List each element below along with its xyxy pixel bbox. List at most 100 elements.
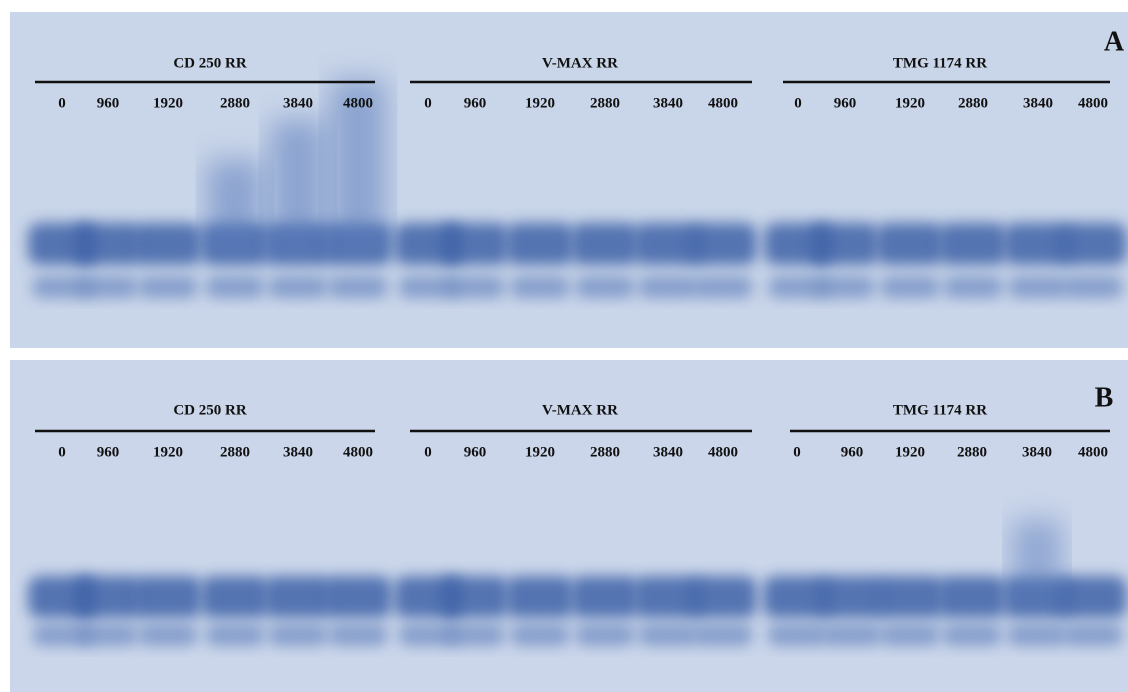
lane-label: 4800 [343,444,373,460]
lane-label: 2880 [220,95,250,111]
gel-lower-band [638,276,698,298]
gel-band [1059,223,1127,265]
lane-label: 4800 [343,95,373,111]
gel-band [74,223,142,265]
lane-label: 0 [424,444,432,460]
lane-label: 1920 [895,95,925,111]
gel-band [938,576,1006,618]
lane-label: 3840 [1023,95,1053,111]
lane-label: 2880 [590,444,620,460]
gel-lower-band [445,276,505,298]
gel-band [441,576,509,618]
lane-label: 2880 [957,444,987,460]
group-label: CD 250 RR [173,55,246,71]
gel-lower-band [942,624,1002,646]
gel-lower-band [268,276,328,298]
group-label: TMG 1174 RR [893,402,987,418]
gel-band [876,223,944,265]
gel-lower-band [638,624,698,646]
lane-label: 3840 [653,95,683,111]
gel-lower-band [268,624,328,646]
lane-label: 3840 [653,444,683,460]
lane-label: 1920 [153,95,183,111]
gel-lower-band [815,276,875,298]
lane-label: 3840 [283,95,313,111]
gel-lower-band [78,624,138,646]
gel-lower-band [943,276,1003,298]
gel-band [571,223,639,265]
gel-band [134,576,202,618]
gel-lower-band [328,276,388,298]
lane-label: 1920 [525,444,555,460]
gel-smear [1012,520,1062,590]
lane-label: 960 [464,95,487,111]
lane-label: 3840 [283,444,313,460]
gel-lower-band [1008,276,1068,298]
gel-lower-band [767,624,827,646]
panel-label: B [1095,382,1114,413]
lane-label: 2880 [220,444,250,460]
gel-band [571,576,639,618]
gel-lower-band [575,276,635,298]
gel-band [689,576,757,618]
lane-label: 0 [58,444,66,460]
gel-lower-band [445,624,505,646]
lane-label: 4800 [1078,95,1108,111]
lane-label: 3840 [1022,444,1052,460]
gel-lower-band [1007,624,1067,646]
lane-label: 1920 [153,444,183,460]
group-label: TMG 1174 RR [893,55,987,71]
gel-lower-band [1063,276,1123,298]
gel-lower-band [78,276,138,298]
lane-label: 0 [794,95,802,111]
gel-lower-band [880,276,940,298]
gel-smear [270,120,326,250]
gel-lower-band [693,624,753,646]
lane-label: 4800 [1078,444,1108,460]
gel-lower-band [822,624,882,646]
gel-band [201,576,269,618]
gel-band [876,576,944,618]
gel-band [324,576,392,618]
lane-label: 0 [424,95,432,111]
lane-label: 960 [97,95,120,111]
group-label: V-MAX RR [542,55,618,71]
lane-label: 960 [834,95,857,111]
gel-lower-band [205,276,265,298]
group-label: V-MAX RR [542,402,618,418]
gel-lower-band [510,276,570,298]
gel-figure: A CD 250 RR 0 960 1920 2880 3840 4800 V-MAX RR 0 9… [0,0,1128,692]
gel-lower-band [328,624,388,646]
gel-band [811,223,879,265]
gel-band [818,576,886,618]
lane-label: 960 [841,444,864,460]
gel-lower-band [138,276,198,298]
gel-smear [207,160,263,250]
lane-label: 960 [464,444,487,460]
gel-band [939,223,1007,265]
lane-label: 0 [58,95,66,111]
group-label: CD 250 RR [173,402,246,418]
gel-band [441,223,509,265]
gel-lower-band [693,276,753,298]
lane-label: 4800 [708,95,738,111]
gel-lower-band [575,624,635,646]
lane-label: 2880 [590,95,620,111]
lane-label: 4800 [708,444,738,460]
lane-label: 1920 [895,444,925,460]
panel-label: A [1104,26,1125,57]
gel-lower-band [880,624,940,646]
gel-band [506,576,574,618]
gel-lower-band [1063,624,1123,646]
gel-band [1059,576,1127,618]
gel-lower-band [138,624,198,646]
gel-lower-band [510,624,570,646]
gel-band [506,223,574,265]
gel-band [264,576,332,618]
lane-label: 2880 [958,95,988,111]
gel-lower-band [205,624,265,646]
lane-label: 1920 [525,95,555,111]
gel-band [689,223,757,265]
lane-label: 0 [793,444,801,460]
gel-band [134,223,202,265]
